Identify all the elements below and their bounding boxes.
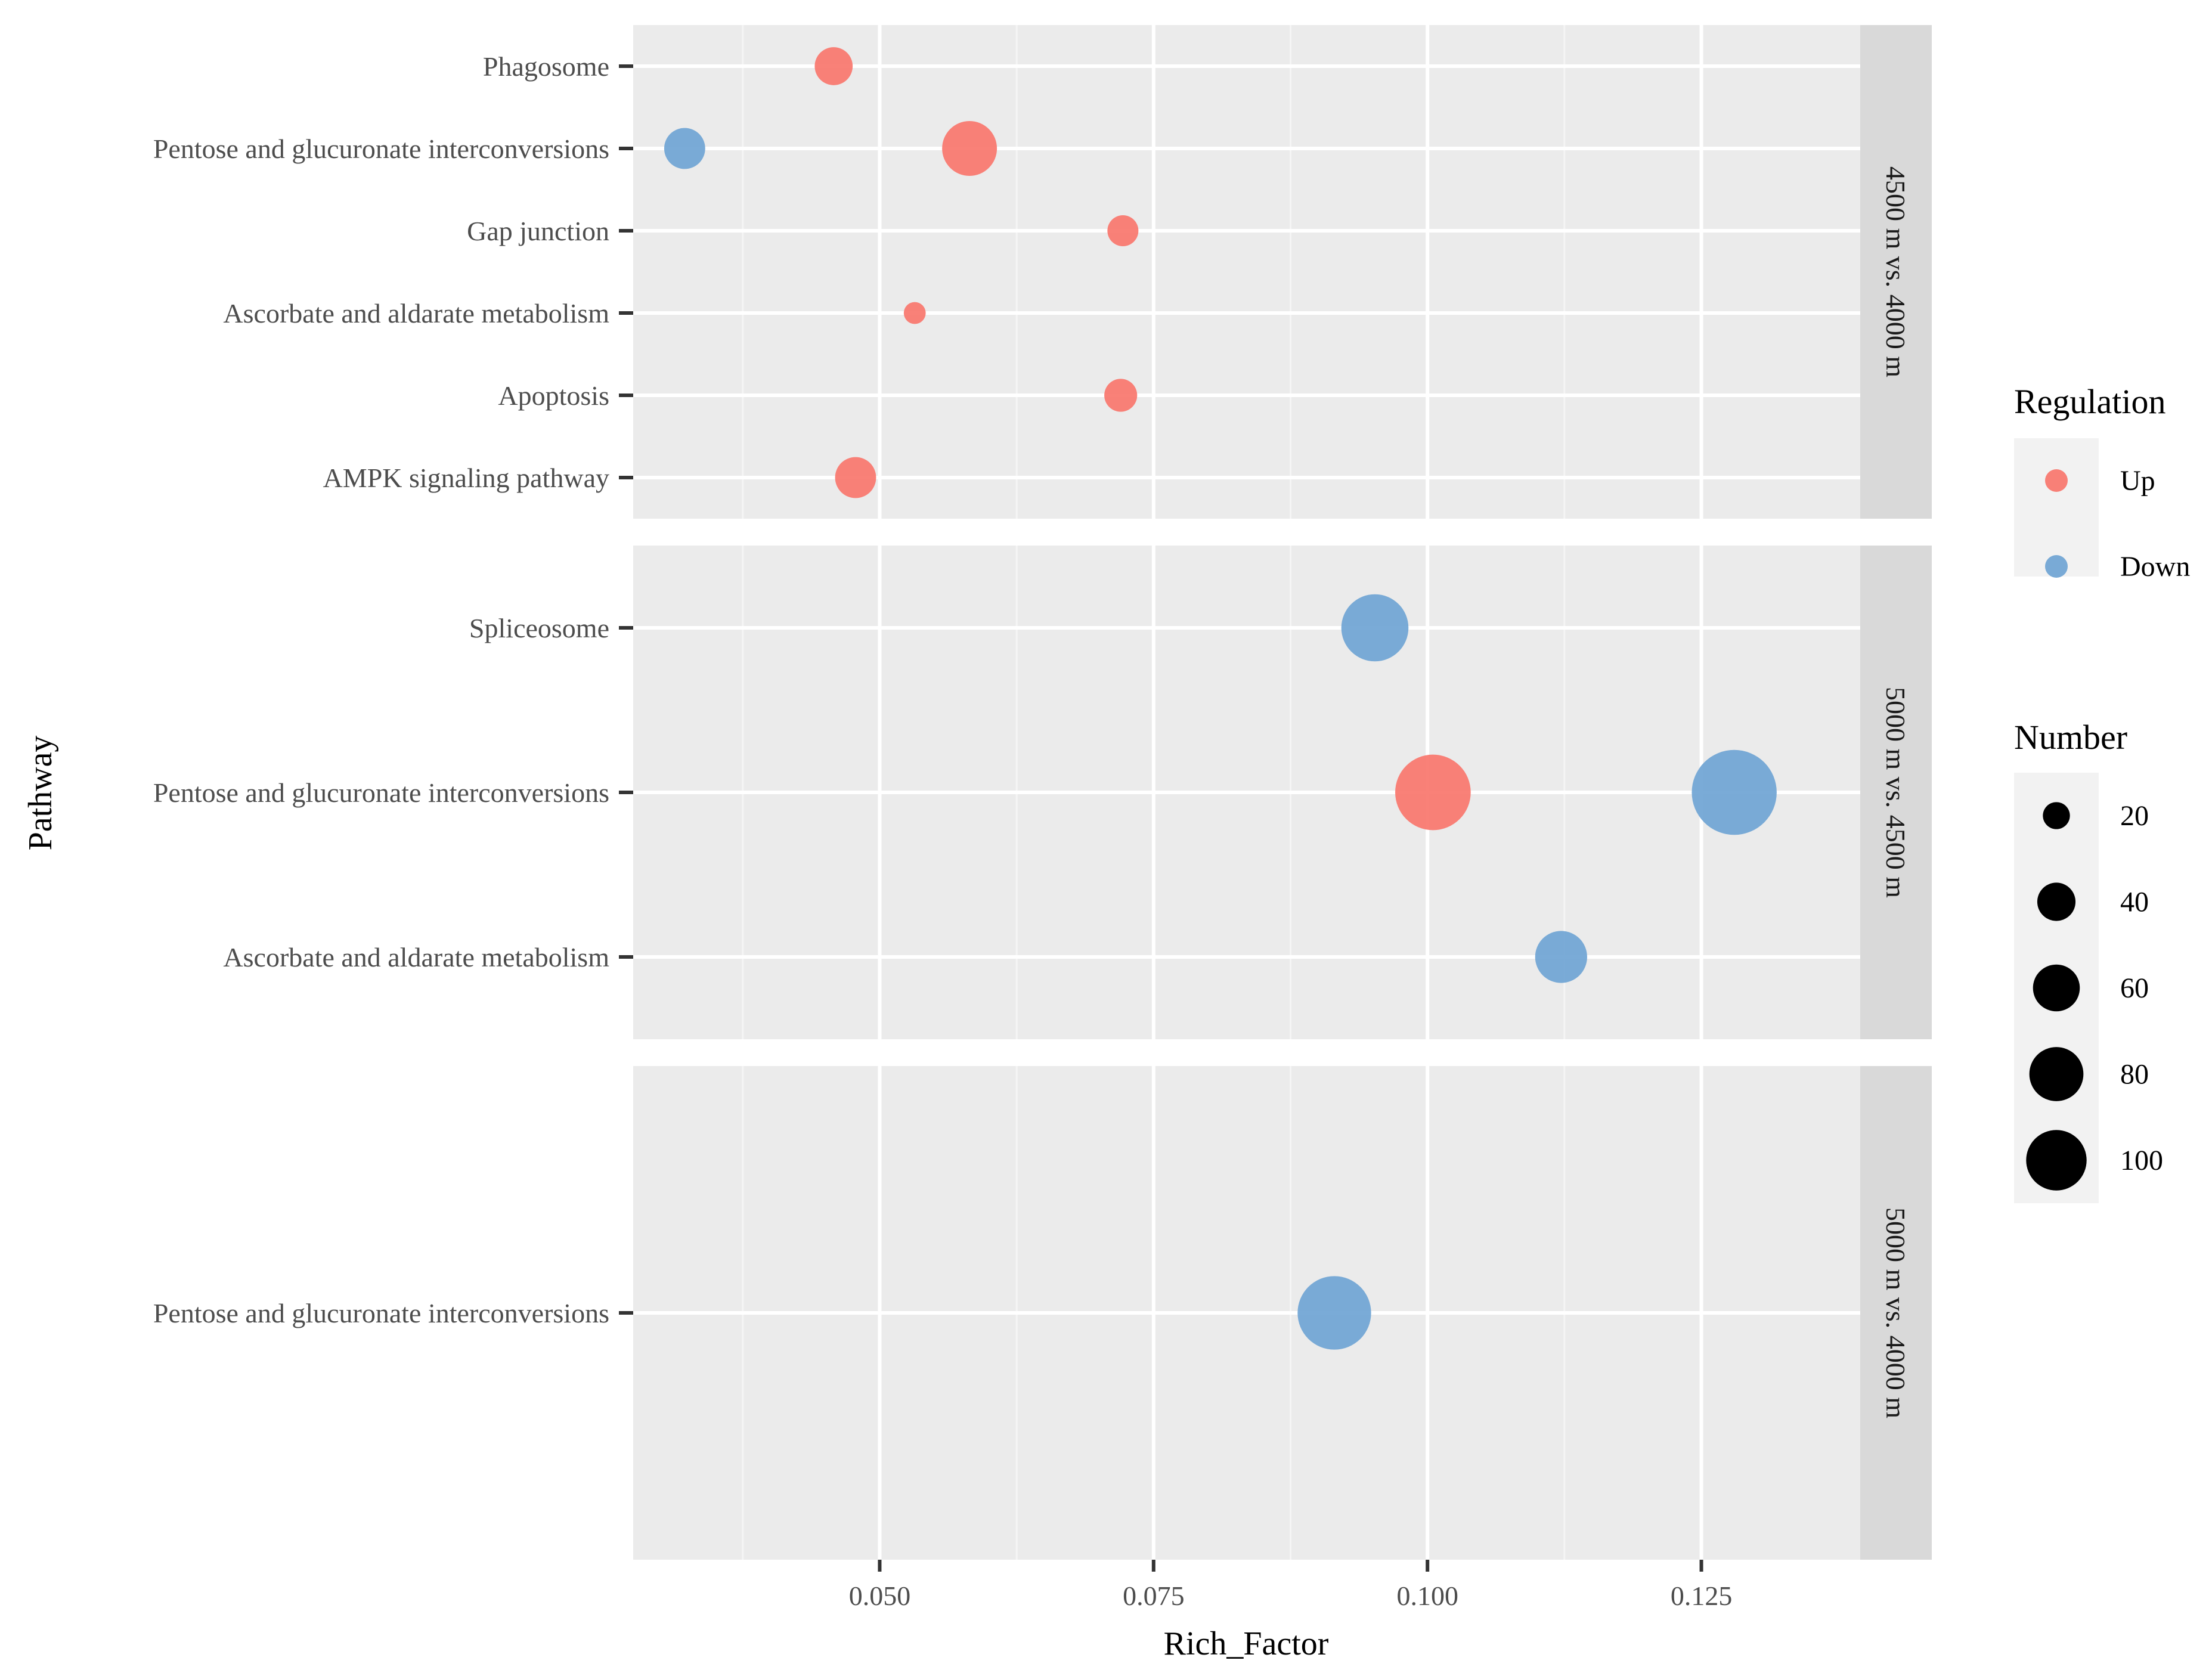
bubble-pentose-and-glucuronate-interconversions-up xyxy=(1395,754,1471,831)
y-tick-label-pentose-and-glucuronate-interconversions: Pentose and glucuronate interconversions xyxy=(153,134,609,164)
bubble-pentose-and-glucuronate-interconversions-down xyxy=(1297,1276,1371,1350)
panel-2: Spliceosome Pentose and glucuronate inter… xyxy=(153,546,1932,1039)
legend-size-label-40: 40 xyxy=(2120,887,2149,918)
x-tick-label: 0.050 xyxy=(849,1581,911,1611)
x-tick-label: 0.075 xyxy=(1123,1581,1185,1611)
y-axis-title: Pathway xyxy=(22,736,59,851)
legend-size-label-20: 20 xyxy=(2120,800,2149,832)
legend-size-key-100 xyxy=(2026,1130,2087,1191)
legend: Regulation Up Down Number 20 40 60 80 100 xyxy=(2014,382,2190,1203)
legend-size-key-40 xyxy=(2037,882,2076,921)
y-tick-label-apoptosis: Apoptosis xyxy=(498,380,609,411)
legend-size-key-60 xyxy=(2033,964,2080,1012)
x-axis: 0.050 0.075 0.100 0.125 xyxy=(849,1560,1733,1611)
y-tick-label-phagosome: Phagosome xyxy=(483,51,609,82)
y-tick-label-ascorbate-and-aldarate-metabolism: Ascorbate and aldarate metabolism xyxy=(223,942,609,972)
bubble-pentose-and-glucuronate-interconversions-up xyxy=(942,121,997,176)
bubble-ascorbate-and-aldarate-metabolism-up xyxy=(903,302,926,324)
x-tick-label: 0.125 xyxy=(1671,1581,1733,1611)
facet-label: 5000 m vs. 4500 m xyxy=(1880,687,1911,898)
bubble-apoptosis-up xyxy=(1104,379,1138,412)
legend-size-label-60: 60 xyxy=(2120,972,2149,1004)
legend-key-up xyxy=(2045,469,2068,492)
bubble-pentose-and-glucuronate-interconversions-down xyxy=(1691,749,1777,835)
bubble-gap-junction-up xyxy=(1107,215,1139,246)
facet-strip xyxy=(1860,25,1932,519)
x-axis-title: Rich_Factor xyxy=(1164,1625,1329,1662)
legend-size-label-80: 80 xyxy=(2120,1059,2149,1090)
legend-key-background xyxy=(2014,438,2099,577)
y-tick-label-spliceosome: Spliceosome xyxy=(469,613,609,643)
y-tick-label-pentose-and-glucuronate-interconversions: Pentose and glucuronate interconversions xyxy=(153,777,609,808)
facet-strip xyxy=(1860,1066,1932,1560)
bubble-spliceosome-down xyxy=(1341,594,1409,662)
x-tick-label: 0.100 xyxy=(1396,1581,1458,1611)
panels-layer: Phagosome Pentose and glucuronate interco… xyxy=(153,25,1932,1560)
legend-key-down xyxy=(2045,555,2068,578)
bubble-ascorbate-and-aldarate-metabolism-down xyxy=(1535,931,1587,983)
panel-3: Pentose and glucuronate interconversions… xyxy=(153,1066,1932,1560)
bubble-phagosome-up xyxy=(814,47,853,85)
y-tick-label-ascorbate-and-aldarate-metabolism: Ascorbate and aldarate metabolism xyxy=(223,298,609,329)
legend-size-label-100: 100 xyxy=(2120,1145,2163,1176)
y-tick-label-gap-junction: Gap junction xyxy=(467,216,609,246)
legend-size-key-80 xyxy=(2029,1047,2084,1101)
facet-label: 5000 m vs. 4000 m xyxy=(1880,1207,1911,1418)
bubble-ampk-signaling-pathway-up xyxy=(835,457,876,498)
y-tick-label-pentose-and-glucuronate-interconversions: Pentose and glucuronate interconversions xyxy=(153,1298,609,1328)
panel-1: Phagosome Pentose and glucuronate interco… xyxy=(153,25,1932,519)
facet-strip xyxy=(1860,546,1932,1039)
legend-label-up: Up xyxy=(2120,465,2155,497)
legend-label-down: Down xyxy=(2120,551,2190,583)
facet-label: 4500 m vs. 4000 m xyxy=(1880,166,1911,377)
legend-title-regulation: Regulation xyxy=(2014,382,2166,421)
legend-title-number: Number xyxy=(2014,718,2127,757)
bubble-pentose-and-glucuronate-interconversions-down xyxy=(664,128,705,169)
panel-background xyxy=(633,25,1860,519)
y-tick-label-ampk-signaling-pathway: AMPK signaling pathway xyxy=(323,463,609,493)
legend-size-key-20 xyxy=(2043,802,2070,829)
